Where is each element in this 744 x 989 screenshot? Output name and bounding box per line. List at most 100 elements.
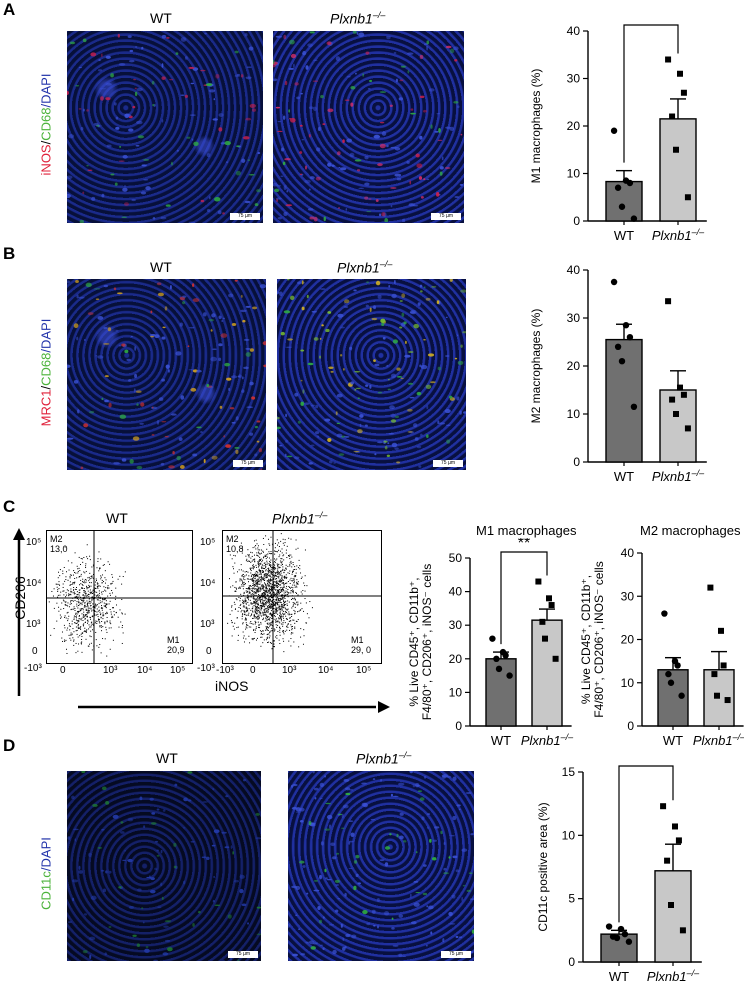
flow-event [267, 568, 269, 570]
flow-event [105, 579, 107, 581]
flow-event [260, 604, 262, 606]
flow-event [306, 622, 308, 624]
cell-speckle [289, 295, 295, 301]
flow-event [278, 604, 280, 606]
flow-event [262, 633, 264, 635]
cell-speckle [328, 824, 332, 829]
flow-event [256, 579, 258, 581]
cell-speckle [342, 937, 345, 942]
flow-event [85, 631, 87, 633]
flow-event [85, 592, 87, 594]
flow-event [104, 598, 106, 600]
flow-event [254, 578, 256, 580]
flow-event [75, 630, 77, 632]
flow-event [249, 567, 251, 569]
flow-event [252, 638, 254, 640]
flow-event [101, 582, 103, 584]
cell-speckle [127, 858, 133, 863]
flow-event [276, 584, 278, 586]
cell-speckle [373, 134, 381, 139]
flow-event [248, 554, 250, 556]
cell-speckle [92, 803, 98, 807]
flow-event [288, 572, 290, 574]
flow-event [250, 561, 252, 563]
cell-speckle [419, 364, 422, 368]
flow-event [268, 543, 270, 545]
flow-event [259, 559, 261, 561]
flow-event [259, 559, 261, 561]
flow-event [288, 592, 290, 594]
flow-event [268, 633, 270, 635]
flow-event [83, 613, 85, 615]
flow-event [97, 610, 99, 612]
cell-speckle [403, 840, 407, 843]
cell-speckle [297, 281, 302, 285]
cell-speckle [137, 135, 145, 139]
cell-speckle [135, 145, 140, 147]
flow-event [270, 564, 272, 566]
flow-event [265, 585, 267, 587]
flow-event [265, 601, 267, 603]
cell-speckle [334, 909, 339, 913]
flow-event [84, 630, 86, 632]
flow-event [257, 549, 259, 551]
flow-event [268, 613, 270, 615]
flow-event [255, 548, 257, 550]
flow-event [255, 545, 257, 547]
cell-speckle [186, 136, 191, 139]
flow-event [97, 594, 99, 596]
flow-event [257, 598, 259, 600]
cell-speckle [339, 167, 347, 171]
flow-event [252, 576, 254, 578]
flow-event [277, 591, 279, 593]
flow-event [63, 624, 65, 626]
flow-event [105, 629, 107, 631]
flow-event [76, 594, 78, 596]
cell-speckle [223, 435, 226, 438]
flow-event [63, 594, 65, 596]
flow-event [278, 605, 280, 607]
flow-event [256, 552, 258, 554]
flow-event [267, 571, 269, 573]
flow-event [277, 583, 279, 585]
cell-speckle [317, 435, 320, 438]
flow-event [242, 588, 244, 590]
flow-event [271, 620, 273, 622]
flow-event [84, 606, 86, 608]
flow-event [96, 599, 98, 601]
gate-value: 13,0 [50, 544, 68, 554]
flow-event [243, 585, 245, 587]
data-point [665, 56, 672, 63]
flow-event [250, 596, 252, 598]
flow-event [234, 590, 236, 592]
flow-event [85, 631, 87, 633]
flow-event [247, 590, 249, 592]
cell-speckle [438, 422, 446, 425]
flow-event [286, 609, 288, 611]
cell-speckle [179, 322, 183, 327]
cell-speckle [345, 208, 348, 211]
flow-event [100, 607, 102, 609]
y-tick-label: 10 [567, 407, 581, 421]
gate-label: M2 [226, 534, 239, 544]
cell-speckle [471, 929, 474, 934]
cell-speckle [449, 279, 453, 282]
flow-event [256, 588, 258, 590]
flow-event [281, 603, 283, 605]
data-point [684, 425, 691, 432]
flow-event [274, 601, 276, 603]
flow-event [289, 620, 291, 622]
cell-speckle [455, 935, 459, 939]
cell-speckle [218, 127, 223, 132]
flow-event [259, 586, 261, 588]
flow-event [284, 594, 286, 596]
flow-event [259, 579, 261, 581]
flow-event [251, 590, 253, 592]
flow-event [259, 598, 261, 600]
flow-event [254, 587, 256, 589]
cell-speckle [189, 114, 196, 117]
flow-event [273, 599, 275, 601]
cell-speckle [256, 440, 260, 443]
flow-event [274, 562, 276, 564]
flow-event [67, 620, 69, 622]
